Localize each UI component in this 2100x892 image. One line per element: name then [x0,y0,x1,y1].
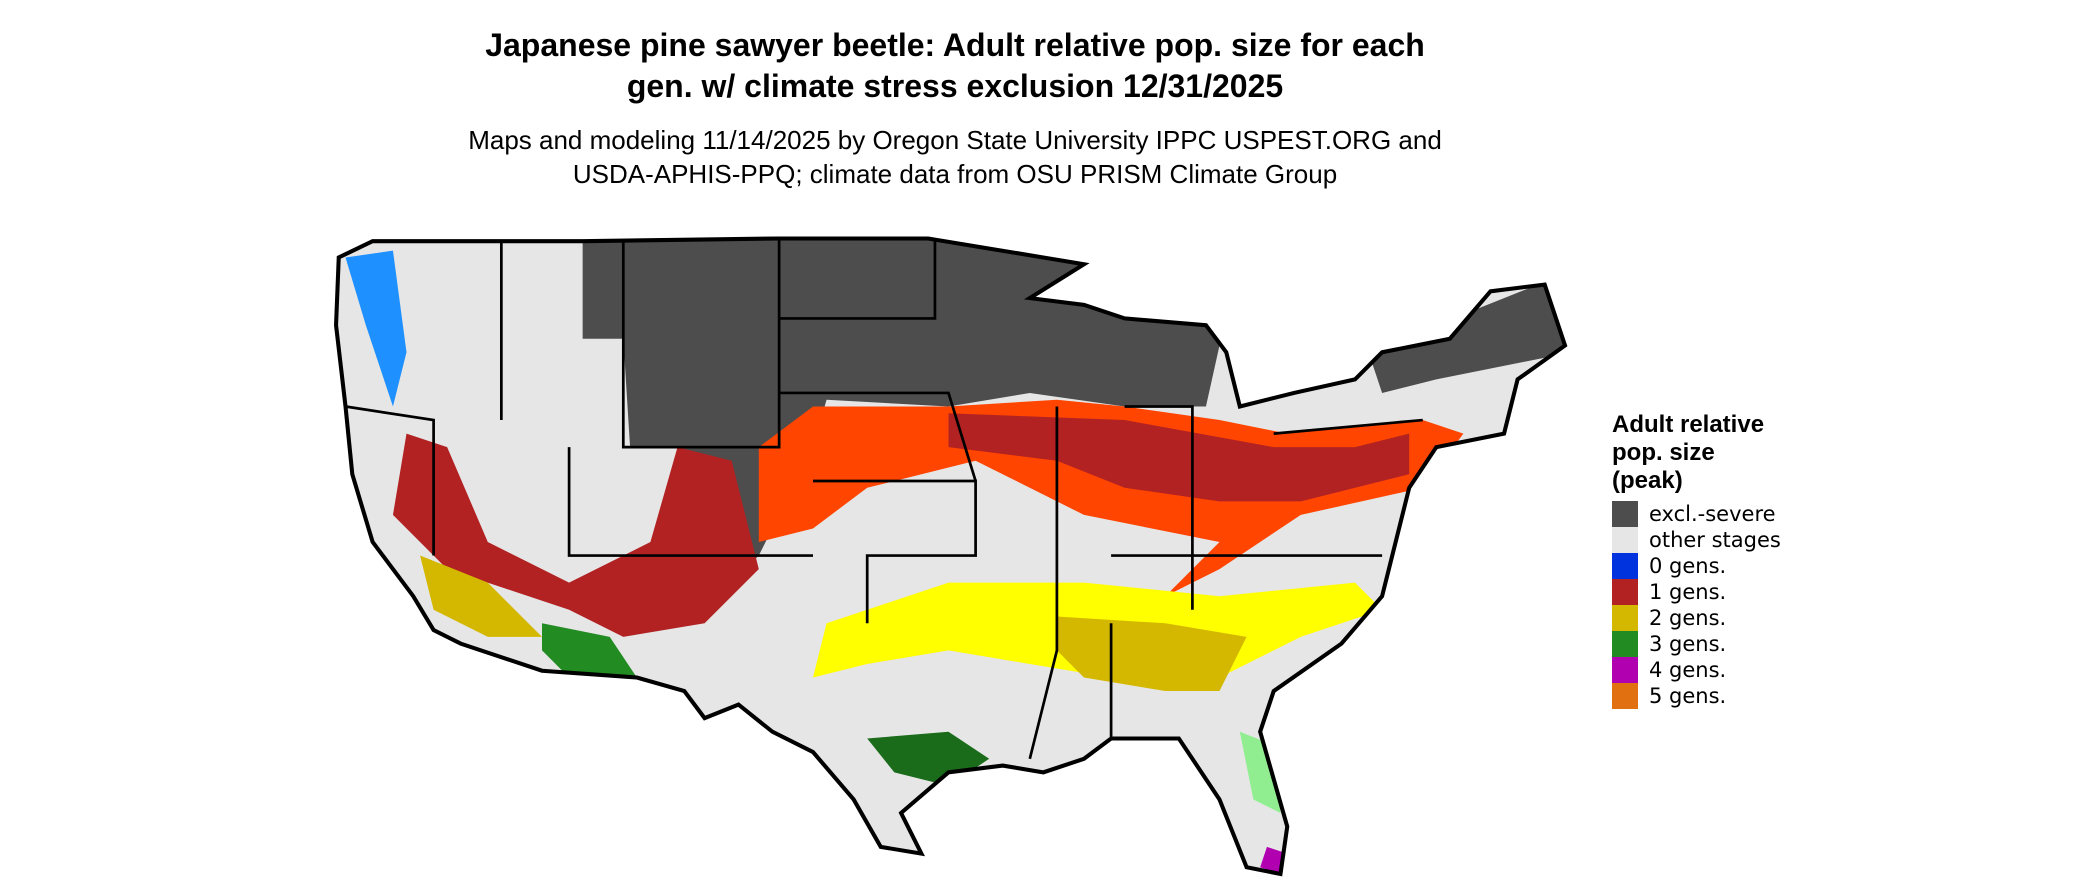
legend-label: 1 gens. [1649,580,1726,604]
legend-swatch [1612,631,1638,657]
legend-label: 4 gens. [1649,658,1726,682]
legend-label: other stages [1649,528,1781,552]
legend-swatch [1612,527,1638,553]
borders [336,238,1565,873]
legend-swatch [1612,657,1638,683]
legend-title: Adult relative [1612,411,1764,438]
legend-label: 3 gens. [1649,632,1726,656]
legend-swatch [1612,501,1638,527]
map [325,217,1585,892]
title-line: gen. w/ climate stress exclusion 12/31/2… [627,68,1283,104]
legend-label: excl.-severe [1649,502,1776,526]
legend-title: pop. size [1612,439,1715,466]
legend-label: 0 gens. [1649,554,1726,578]
legend-swatch [1612,683,1638,709]
subtitle-line: Maps and modeling 11/14/2025 by Oregon S… [468,125,1442,155]
legend-label: 2 gens. [1649,606,1726,630]
subtitle-line: USDA-APHIS-PPQ; climate data from OSU PR… [573,159,1337,189]
legend-swatch [1612,605,1638,631]
legend-title: (peak) [1612,467,1683,494]
legend-swatch [1612,553,1638,579]
title-line: Japanese pine sawyer beetle: Adult relat… [485,27,1425,63]
legend-swatch [1612,579,1638,605]
legend-label: 5 gens. [1649,684,1726,708]
